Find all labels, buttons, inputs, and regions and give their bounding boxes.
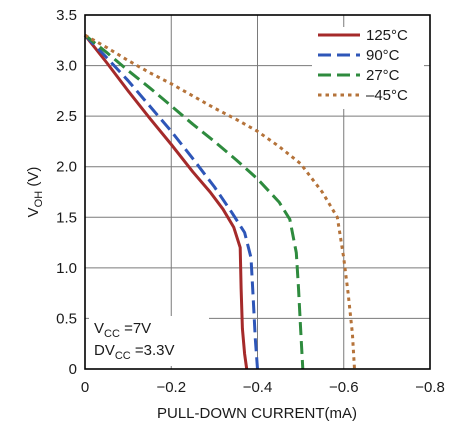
- x-tick-label: −0.8: [415, 379, 445, 396]
- legend-label: 125°C: [366, 27, 408, 44]
- y-tick-label: 0.5: [56, 310, 77, 327]
- series-lines: [83, 33, 356, 370]
- series-line-0: [83, 34, 249, 370]
- legend-background: [312, 27, 424, 109]
- x-axis-title: PULL-DOWN CURRENT(mA): [157, 405, 357, 422]
- legend-label: 90°C: [366, 47, 400, 64]
- legend-label: 27°C: [366, 67, 400, 84]
- y-tick-label: 3.5: [56, 7, 77, 24]
- legend: 125°C 90°C 27°C –45°C: [318, 27, 408, 104]
- tick-labels: 0 −0.2 −0.4 −0.6 −0.8 0 0.5 1.0 1.5 2.0 2.5 3.0 3.5: [56, 7, 445, 396]
- x-tick-label: −0.4: [243, 379, 273, 396]
- y-tick-label: 1.0: [56, 260, 77, 277]
- x-tick-label: 0: [81, 379, 89, 396]
- series-line-2: [84, 34, 305, 370]
- y-tick-label: 3.0: [56, 58, 77, 75]
- series-line-1: [83, 34, 259, 370]
- x-tick-label: −0.6: [329, 379, 359, 396]
- annotation-dvcc: DVCC =3.3V: [94, 342, 175, 362]
- y-tick-label: 1.5: [56, 209, 77, 226]
- y-tick-label: 0: [69, 361, 77, 378]
- series-line-3: [84, 33, 356, 370]
- x-tick-label: −0.2: [156, 379, 186, 396]
- y-axis-title: VOH (V): [25, 167, 45, 218]
- y-tick-label: 2.5: [56, 108, 77, 125]
- y-tick-label: 2.0: [56, 159, 77, 176]
- annotation-background: [89, 316, 209, 366]
- plot-frame: [84, 14, 431, 370]
- legend-label: –45°C: [366, 87, 408, 104]
- annotation-vcc: VCC =7V: [94, 320, 151, 340]
